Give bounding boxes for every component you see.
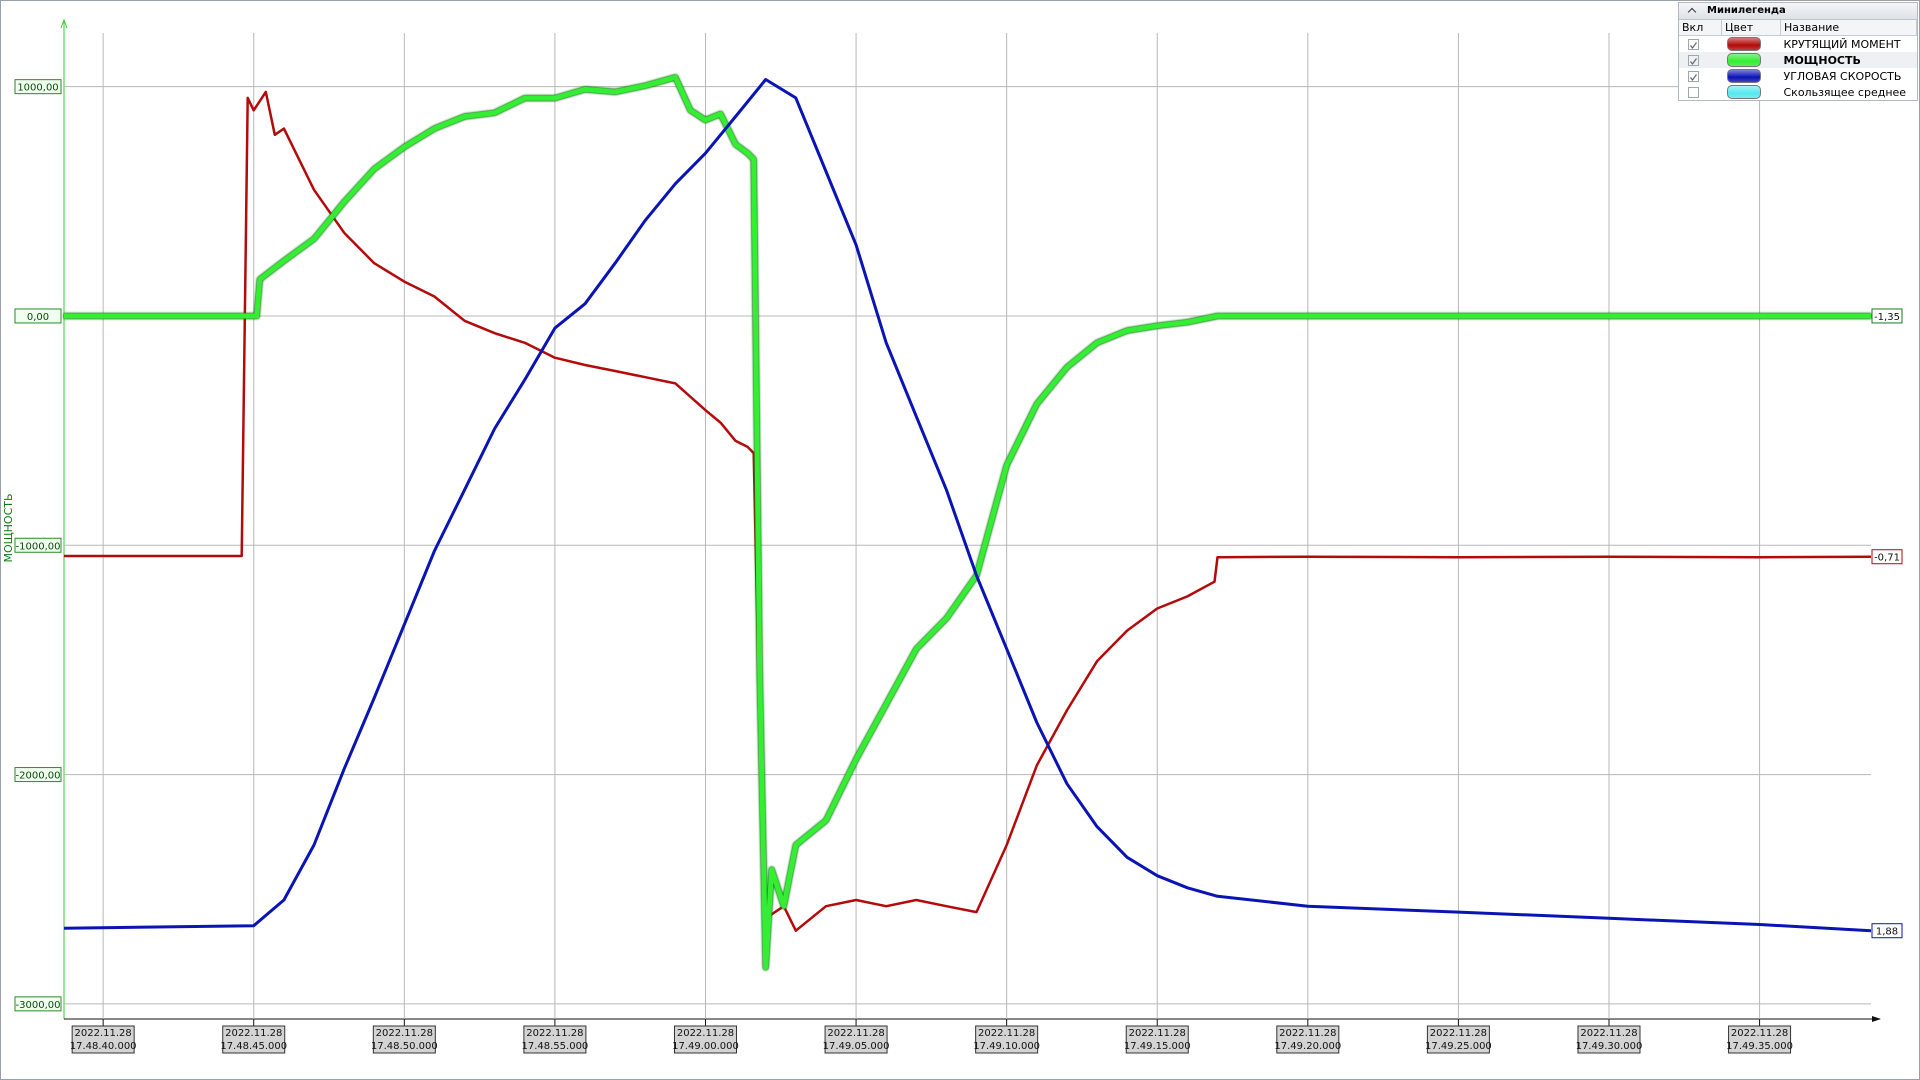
x-tick-label: 17.48.45.000 <box>220 1041 287 1052</box>
legend-swatch[interactable] <box>1726 53 1761 67</box>
y-tick-box <box>14 308 62 324</box>
x-tick-label: 2022.11.28 <box>376 1028 433 1039</box>
x-tick-box <box>222 1025 286 1054</box>
x-tick-box <box>824 1025 888 1054</box>
end-label-box <box>1871 549 1903 565</box>
x-tick-box <box>1728 1025 1792 1054</box>
legend-swatch[interactable] <box>1726 69 1761 83</box>
legend-checkbox[interactable] <box>1688 55 1699 66</box>
legend-row[interactable]: КРУТЯЩИЙ МОМЕНТ <box>1679 36 1917 53</box>
x-tick-box <box>372 1025 436 1054</box>
legend-header: Вкл <box>1679 20 1722 36</box>
y-tick-label: -2000,00 <box>16 771 61 782</box>
x-tick-box <box>523 1025 587 1054</box>
x-tick-label: 2022.11.28 <box>1731 1028 1788 1039</box>
x-tick-label: 17.49.15.000 <box>1124 1041 1191 1052</box>
legend-header: Цвет <box>1721 20 1781 36</box>
y-tick-box <box>14 767 62 783</box>
x-tick-label: 17.49.20.000 <box>1274 1041 1341 1052</box>
x-tick-label: 2022.11.28 <box>75 1028 132 1039</box>
x-tick-label: 17.49.00.000 <box>672 1041 739 1052</box>
x-tick-label: 2022.11.28 <box>1129 1028 1186 1039</box>
legend-checkbox[interactable] <box>1688 71 1699 82</box>
x-tick-label: 17.49.05.000 <box>823 1041 890 1052</box>
y-axis-arrow <box>60 18 68 29</box>
end-label-box <box>1871 923 1903 939</box>
series-line <box>63 78 1872 933</box>
x-tick-box <box>1276 1025 1340 1054</box>
end-label: 1,88 <box>1876 927 1898 938</box>
x-tick-box <box>1125 1025 1189 1054</box>
legend-label: Скользящее среднее <box>1783 85 1907 99</box>
x-tick-label: 2022.11.28 <box>225 1028 282 1039</box>
series-line <box>64 90 1872 932</box>
legend-cell <box>1722 84 1781 100</box>
legend-label: МОЩНОСТЬ <box>1783 53 1861 67</box>
legend-label: УГЛОВАЯ СКОРОСТЬ <box>1783 69 1902 83</box>
y-tick-box <box>14 996 62 1012</box>
legend-row[interactable]: МОЩНОСТЬ <box>1679 52 1917 68</box>
y-tick-box <box>14 79 62 95</box>
legend-swatch[interactable] <box>1726 85 1761 99</box>
legend-swatch[interactable] <box>1726 37 1761 51</box>
x-tick-label: 2022.11.28 <box>677 1028 734 1039</box>
mini-legend: Минилегенда Вкл Цвет Название КРУТЯЩИЙ М… <box>1678 2 1918 101</box>
x-tick-label: 17.48.40.000 <box>70 1041 137 1052</box>
y-tick-label: -3000,00 <box>16 1000 61 1011</box>
legend-table: Вкл Цвет Название КРУТЯЩИЙ МОМЕНТ МОЩНОСТ… <box>1679 20 1917 100</box>
legend-checkbox[interactable] <box>1688 87 1699 98</box>
y-axis-label: МОЩНОСТЬ <box>2 493 15 562</box>
x-tick-label: 17.48.55.000 <box>522 1041 589 1052</box>
x-tick-box <box>1577 1025 1641 1054</box>
x-tick-label: 17.49.25.000 <box>1425 1041 1492 1052</box>
legend-row[interactable]: Скользящее среднее <box>1679 84 1917 100</box>
x-tick-label: 17.49.35.000 <box>1726 1041 1793 1052</box>
end-label: -1,35 <box>1874 312 1900 323</box>
x-tick-label: 17.48.50.000 <box>371 1041 438 1052</box>
x-tick-box <box>1426 1025 1490 1054</box>
legend-cell <box>1722 52 1781 68</box>
legend-cell <box>1679 36 1722 53</box>
y-tick-label: 1000,00 <box>17 83 58 94</box>
legend-label: КРУТЯЩИЙ МОМЕНТ <box>1783 37 1901 51</box>
legend-header: Название <box>1780 20 1917 36</box>
end-label: -0,71 <box>1874 553 1900 564</box>
x-tick-box <box>71 1025 135 1054</box>
x-tick-label: 2022.11.28 <box>978 1028 1035 1039</box>
x-tick-label: 2022.11.28 <box>827 1028 884 1039</box>
legend-cell <box>1679 52 1722 68</box>
end-label-box <box>1871 308 1903 324</box>
x-tick-label: 17.49.30.000 <box>1576 1041 1643 1052</box>
legend-cell <box>1722 68 1781 84</box>
y-tick-label: 0,00 <box>27 312 49 323</box>
legend-cell <box>1722 36 1781 53</box>
x-tick-label: 2022.11.28 <box>526 1028 583 1039</box>
x-axis-arrow <box>1872 1016 1881 1022</box>
x-tick-label: 2022.11.28 <box>1279 1028 1336 1039</box>
legend-cell <box>1679 68 1722 84</box>
series-line <box>64 74 1871 970</box>
legend-cell <box>1679 84 1722 100</box>
y-tick-label: -1000,00 <box>16 541 61 552</box>
y-tick-box <box>14 537 62 553</box>
x-tick-box <box>673 1025 737 1054</box>
x-tick-label: 2022.11.28 <box>1580 1028 1637 1039</box>
legend-row[interactable]: УГЛОВАЯ СКОРОСТЬ <box>1679 68 1917 84</box>
x-tick-label: 2022.11.28 <box>1430 1028 1487 1039</box>
legend-checkbox[interactable] <box>1688 39 1699 50</box>
x-tick-label: 17.49.10.000 <box>973 1041 1040 1052</box>
legend-title[interactable]: Минилегенда <box>1679 3 1917 20</box>
x-tick-box <box>975 1025 1039 1054</box>
